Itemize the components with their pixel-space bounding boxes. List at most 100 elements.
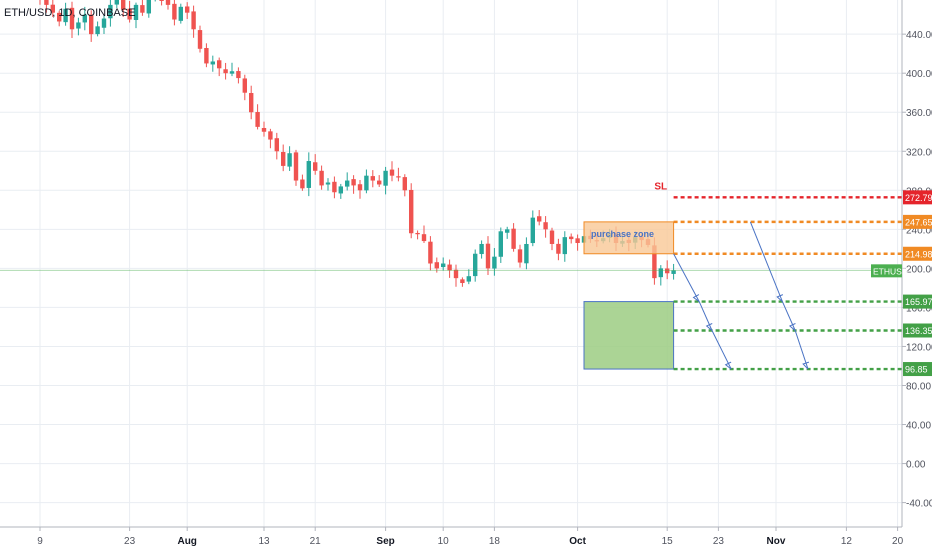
- candle-body: [274, 138, 279, 152]
- candle-body: [236, 71, 241, 79]
- candle-body: [44, 0, 49, 5]
- candle-body: [575, 238, 580, 244]
- x-tick-label: Aug: [177, 536, 196, 547]
- candle-body: [543, 222, 548, 230]
- candle-body: [172, 3, 177, 20]
- candle-body: [549, 230, 555, 244]
- purchase-zone-label: purchase zone: [591, 229, 654, 239]
- candle-body: [229, 71, 235, 74]
- candle-body: [319, 170, 324, 186]
- candle-body: [377, 180, 382, 185]
- y-tick-label: 120.00: [906, 342, 932, 353]
- candle-body: [165, 0, 171, 5]
- candle-body: [479, 243, 484, 255]
- candle-body: [466, 276, 471, 282]
- candle-body: [505, 229, 510, 233]
- candle-body: [569, 236, 574, 240]
- candle-body: [562, 237, 567, 255]
- candle-body: [313, 162, 318, 171]
- candle-body: [441, 263, 446, 268]
- y-tick-label: 200.00: [906, 264, 932, 275]
- target-price-tag-label: 96.85: [905, 365, 928, 375]
- x-tick-label: 21: [310, 536, 322, 547]
- candle-body: [114, 0, 119, 5]
- target-price-tag-label: 136.35: [905, 326, 932, 336]
- y-tick-label: 360.00: [906, 108, 932, 119]
- candle-body: [217, 60, 222, 69]
- candle-body: [665, 268, 670, 274]
- target-zone-box[interactable]: [583, 301, 675, 370]
- candle-body: [415, 232, 420, 235]
- projection-arrowhead: [705, 323, 713, 331]
- candle-body: [101, 18, 107, 28]
- candle-body: [524, 243, 529, 264]
- candle-body: [57, 12, 62, 22]
- candle-body: [383, 170, 388, 186]
- purchase-price-tag-label: 247.65: [905, 217, 932, 227]
- x-tick-label: 20: [892, 536, 904, 547]
- candle-body: [511, 228, 516, 249]
- candle-body: [293, 152, 299, 181]
- target-price-tag: [903, 362, 932, 377]
- candle-body: [351, 179, 356, 186]
- candle-body: [332, 181, 337, 193]
- sl-price-tag-label: 272.79: [905, 193, 932, 203]
- candle-body: [671, 270, 676, 274]
- projection-arrow: [781, 301, 796, 331]
- candle-body: [249, 92, 254, 113]
- projection-arrow: [711, 330, 732, 370]
- candle-body: [204, 48, 209, 64]
- candle-body: [364, 175, 369, 191]
- x-tick-label: 18: [489, 536, 501, 547]
- x-tick-label: 15: [662, 536, 674, 547]
- candle-body: [434, 262, 439, 269]
- candle-body: [530, 217, 535, 244]
- candle-body: [556, 243, 561, 254]
- candle-body: [517, 249, 523, 263]
- candle-body: [133, 4, 139, 20]
- target-price-tag-label: 165.97: [905, 297, 932, 307]
- candle-body: [159, 0, 164, 1]
- candle-body: [402, 177, 407, 191]
- y-tick-label: 320.00: [906, 147, 932, 158]
- x-tick-label: 23: [713, 536, 725, 547]
- target-price-tag: [903, 323, 932, 338]
- candle-body: [261, 127, 267, 132]
- candle-body: [652, 245, 657, 279]
- candle-body: [223, 69, 228, 74]
- candle-body: [537, 216, 542, 222]
- purchase-zone-box[interactable]: [583, 221, 675, 255]
- candle-body: [82, 14, 87, 23]
- candle-body: [268, 131, 273, 140]
- candle-body: [146, 0, 151, 14]
- candle-body: [185, 6, 190, 13]
- projection-arrow: [698, 301, 713, 331]
- candle-body: [428, 241, 433, 264]
- y-tick-label: 400.00: [906, 69, 932, 80]
- x-tick-label: 12: [841, 536, 853, 547]
- projection-arrowhead: [776, 294, 784, 302]
- candle-body: [485, 243, 491, 269]
- candle-body: [178, 6, 183, 21]
- candle-body: [306, 161, 311, 188]
- purchase-price-tag: [903, 246, 932, 261]
- candle-body: [357, 184, 363, 191]
- projection-arrow: [673, 253, 700, 302]
- y-tick-label: 0.00: [906, 460, 926, 471]
- candle-body: [447, 264, 452, 271]
- candle-body: [69, 7, 75, 30]
- candle-body: [197, 30, 203, 49]
- candle-body: [460, 279, 465, 284]
- y-tick-label: 240.00: [906, 225, 932, 236]
- candle-body: [281, 152, 286, 166]
- candle-body: [370, 176, 375, 181]
- candle-body: [409, 189, 414, 234]
- sl-label: SL: [654, 181, 667, 192]
- y-tick-label: 80.00: [906, 381, 931, 392]
- candle-body: [658, 268, 663, 278]
- candle-body: [63, 8, 68, 23]
- candle-body: [300, 179, 305, 189]
- candle-body: [389, 169, 395, 176]
